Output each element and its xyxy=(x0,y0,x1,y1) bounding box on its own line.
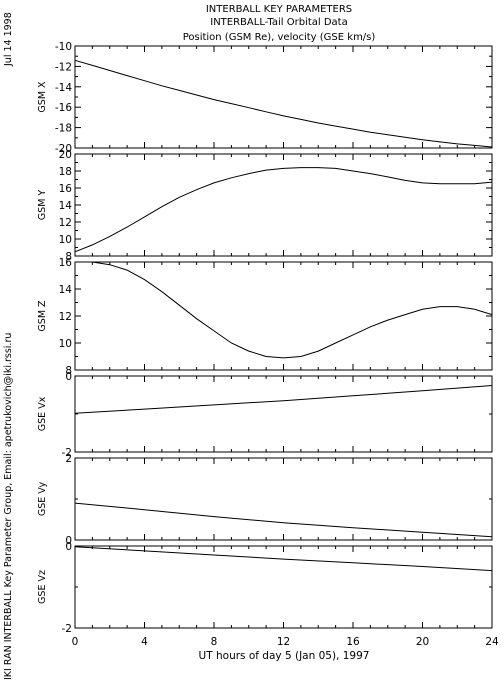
y-tick-label: -18 xyxy=(55,123,72,135)
panel-frame xyxy=(74,45,493,149)
y-axis-label: GSE Vz xyxy=(37,570,48,604)
x-tick-label: 12 xyxy=(277,636,290,648)
y-axis-label: GSE Vy xyxy=(37,481,48,516)
y-tick-label: 14 xyxy=(59,284,73,296)
y-tick-label: -2 xyxy=(62,447,72,459)
y-tick-label: 20 xyxy=(59,149,72,161)
y-tick-label: 16 xyxy=(59,257,73,269)
y-tick-label: 12 xyxy=(59,217,72,229)
panel-frame xyxy=(74,545,493,629)
side-date: Jul 14 1998 xyxy=(3,12,14,67)
series-line-gsm-y xyxy=(74,167,493,253)
y-tick-label: -12 xyxy=(55,61,72,73)
y-tick-label: -14 xyxy=(55,82,72,94)
panel-4: 0 2 GSE Vy xyxy=(37,453,493,547)
y-tick-label: -20 xyxy=(55,143,72,155)
x-tick-label: 16 xyxy=(346,636,360,648)
y-axis-label: GSE Vx xyxy=(37,396,48,431)
series-line-gsm-z xyxy=(75,261,493,359)
title-line-3: Position (GSM Re), velocity (GSE km/s) xyxy=(183,32,376,43)
y-tick-label: -16 xyxy=(55,102,72,114)
y-tick-label: 0 xyxy=(65,535,72,547)
y-tick-label: 0 xyxy=(65,541,72,553)
y-tick-label: 8 xyxy=(65,365,72,377)
series-line-gse-vx xyxy=(74,385,493,414)
y-tick-label: 0 xyxy=(65,371,72,383)
y-tick-label: 14 xyxy=(59,200,73,212)
series-line-gse-vz xyxy=(74,546,493,572)
x-tick-label: 0 xyxy=(72,636,79,648)
y-axis-label: GSM X xyxy=(37,81,48,113)
x-tick-label: 24 xyxy=(485,636,499,648)
y-axis-label: GSM Y xyxy=(37,190,48,221)
y-tick-label: 8 xyxy=(65,251,72,263)
panel-frame xyxy=(74,261,493,371)
title-line-1: INTERBALL KEY PARAMETERS xyxy=(206,4,352,15)
panel-3: -2 0 GSE Vx xyxy=(37,371,493,459)
y-tick-label: -10 xyxy=(55,41,72,53)
series-line-gsm-x xyxy=(74,59,493,148)
y-tick-label: 10 xyxy=(59,338,72,350)
x-axis-label: UT hours of day 5 (Jan 05), 1997 xyxy=(199,650,370,662)
panel-1: 8 10 12 14 16 18 20 GSM Y xyxy=(37,149,493,263)
title-line-2: INTERBALL-Tail Orbital Data xyxy=(210,17,347,28)
side-credit: IKI RAN INTERBALL Key Parameter Group, E… xyxy=(3,333,14,680)
x-tick-label: 4 xyxy=(141,636,148,648)
y-axis-label: GSM Z xyxy=(37,300,48,332)
series-line-gse-vy xyxy=(74,502,493,538)
panel-5: -2 0 GSE Vz xyxy=(37,541,493,635)
x-tick-label: 20 xyxy=(416,636,429,648)
y-tick-label: -2 xyxy=(62,623,72,635)
panel-2: 8 10 12 14 16 GSM Z xyxy=(37,257,493,377)
panel-frame xyxy=(74,375,493,453)
y-tick-label: 16 xyxy=(59,183,73,195)
panel-frame xyxy=(74,153,493,257)
panel-frame xyxy=(74,457,493,541)
panel-0: -20 -18 -16 -14 -12 -10 GSM X xyxy=(37,41,493,155)
y-tick-label: 12 xyxy=(59,311,72,323)
x-tick-label: 8 xyxy=(211,636,218,648)
y-tick-label: 2 xyxy=(65,453,72,465)
y-tick-label: 18 xyxy=(59,166,72,178)
y-tick-label: 10 xyxy=(59,234,72,246)
